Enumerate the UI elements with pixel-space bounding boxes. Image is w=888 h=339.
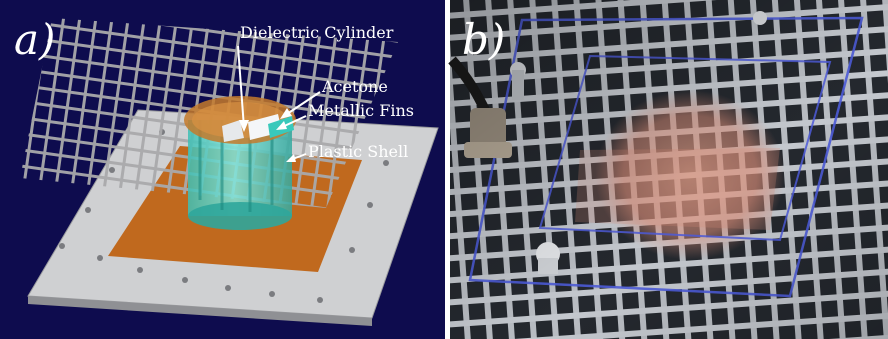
label-metallic-fins: Metallic Fins bbox=[308, 101, 414, 120]
panel-a-label: a) bbox=[14, 15, 55, 64]
dielectric-cylinder bbox=[184, 96, 296, 230]
arrow-dielectric-cylinder bbox=[237, 45, 245, 129]
label-acetone: Acetone bbox=[321, 77, 388, 96]
arrowhead-dielectric-cylinder bbox=[239, 120, 249, 132]
panel-divider bbox=[445, 0, 450, 339]
arrowhead-plastic-shell bbox=[286, 154, 296, 162]
arrowhead-acetone bbox=[280, 108, 292, 119]
arrow-acetone bbox=[283, 91, 321, 117]
panel-b-shade bbox=[450, 0, 888, 339]
panel-b: b) bbox=[448, 0, 888, 339]
ground-plate-edge bbox=[28, 296, 372, 326]
panel-b-label: b) bbox=[462, 15, 505, 64]
panel-a: a) Dielectric Cylinder Acetone Metallic … bbox=[0, 0, 445, 339]
label-plastic-shell: Plastic Shell bbox=[308, 142, 408, 161]
label-dielectric-cylinder: Dielectric Cylinder bbox=[240, 23, 394, 42]
arrowhead-metallic-fins bbox=[276, 121, 287, 130]
